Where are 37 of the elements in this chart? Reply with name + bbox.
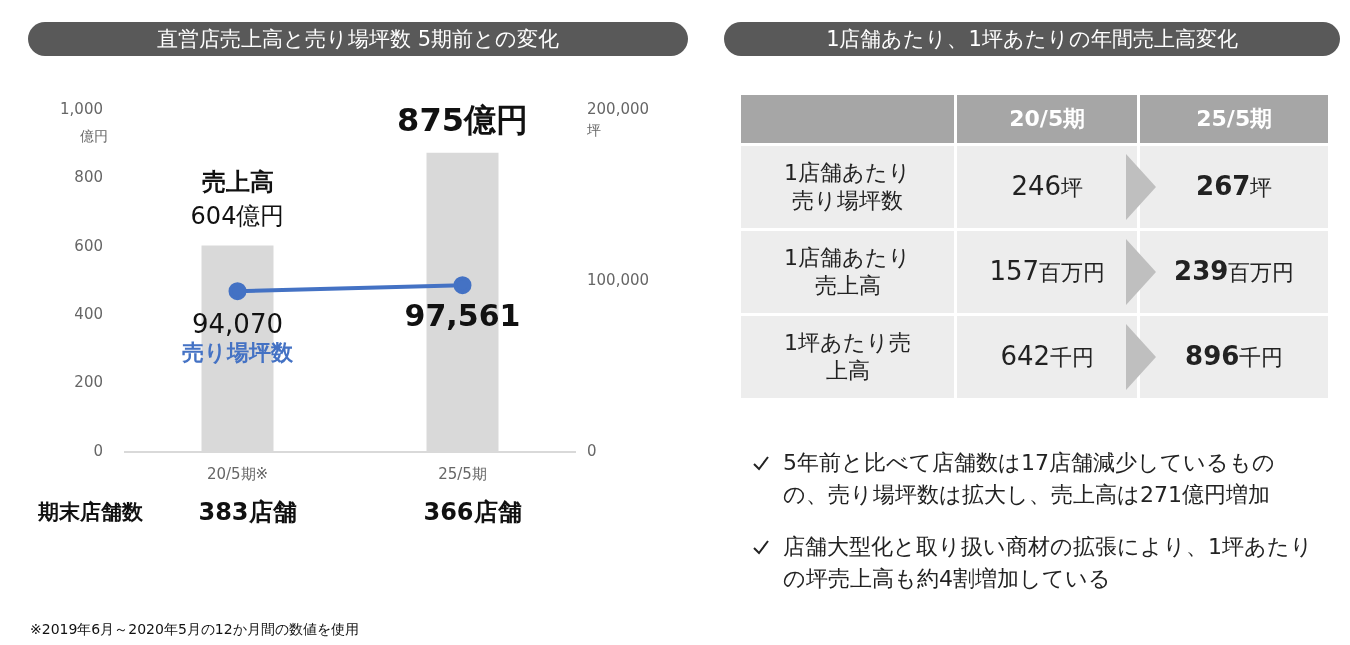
text: 896千円 bbox=[1140, 316, 1328, 398]
text: 642千円 bbox=[957, 316, 1138, 398]
y-tick-label: 400 bbox=[74, 305, 103, 324]
y2-axis-title: 坪 bbox=[586, 121, 601, 138]
data-label: 97,561 bbox=[404, 297, 521, 333]
text: 1店舗あたり売上高 bbox=[783, 244, 912, 300]
y-tick-label: 800 bbox=[74, 168, 103, 187]
text: 267坪 bbox=[1140, 146, 1328, 228]
x-tick-label: 20/5期※ bbox=[206, 464, 269, 483]
text: 366店舗 bbox=[423, 498, 522, 527]
text: 20/5期 bbox=[957, 95, 1138, 143]
y-tick-label: 1,000 bbox=[60, 99, 103, 118]
chart-title: 直営店売上高と売り場坪数 5期前との変化 bbox=[28, 22, 688, 56]
text: 5年前と比べて店舗数は17店舗減少しているものの、売り場坪数は拡大し、売上高は271億円増加 bbox=[783, 449, 1276, 509]
text: 売り場坪数 bbox=[182, 339, 294, 365]
y2-tick-label: 100,000 bbox=[587, 270, 650, 289]
y-tick-label: 200 bbox=[74, 373, 103, 392]
text: 売上高 bbox=[201, 167, 274, 196]
text: 期末店舗数 bbox=[36, 500, 144, 525]
text: 246坪 bbox=[957, 146, 1138, 228]
text: 383店舗 bbox=[198, 498, 297, 527]
text: 1店舗あたり売り場坪数 bbox=[783, 159, 912, 215]
y2-tick-label: 0 bbox=[587, 441, 597, 460]
y2-tick-label: 200,000 bbox=[587, 99, 650, 118]
y-tick-label: 600 bbox=[74, 236, 103, 255]
text: ※2019年6月～2020年5月の12か月間の数値を使用 bbox=[30, 620, 359, 637]
text: 1坪あたり売上高 bbox=[783, 329, 912, 385]
text: 1店舗あたり、1坪あたりの年間売上高変化 bbox=[724, 22, 1340, 56]
data-label: 875億円 bbox=[397, 101, 528, 140]
data-label: 94,070 bbox=[192, 308, 283, 339]
y-tick-label: 0 bbox=[93, 441, 103, 460]
text: 25/5期 bbox=[1140, 95, 1328, 143]
data-label: 604億円 bbox=[190, 201, 285, 230]
y-axis-title: 億円 bbox=[80, 127, 108, 144]
text: 店舗大型化と取り扱い商材の拡張により、1坪あたりの坪売上高も約4割増加している bbox=[783, 533, 1313, 593]
text: 157百万円 bbox=[957, 231, 1138, 313]
text: 239百万円 bbox=[1140, 231, 1328, 313]
